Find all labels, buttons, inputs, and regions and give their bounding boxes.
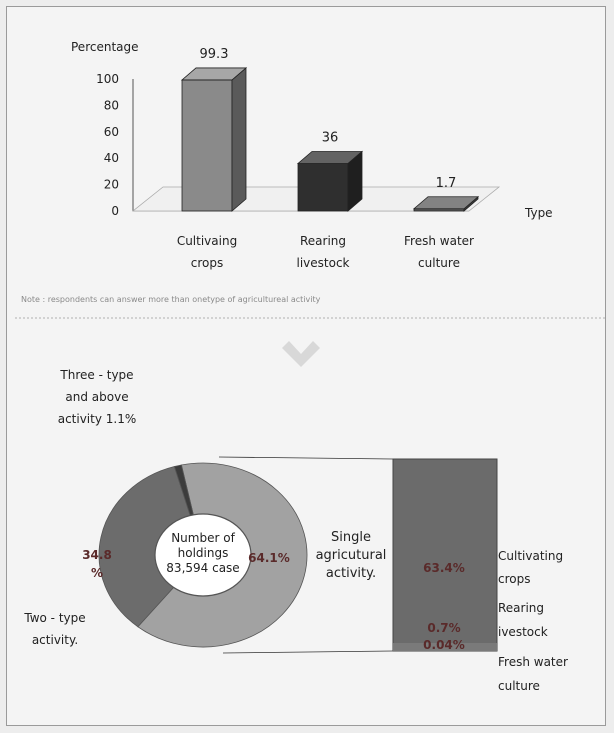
bar-top xyxy=(412,196,480,210)
y-tick-label: 0 xyxy=(111,204,119,218)
bar-front xyxy=(297,163,349,212)
bar-value-label: 99.3 xyxy=(200,47,229,62)
two-type-label-line2: activity. xyxy=(32,633,78,647)
single-label-line3: activity. xyxy=(326,566,376,581)
y-tick-label: 100 xyxy=(96,72,119,86)
breakdown-label-crops-line1: Cultivating xyxy=(498,549,563,563)
donut-center-line2: holdings xyxy=(178,546,229,560)
donut-center-line1: Number of xyxy=(171,531,235,545)
bar-value-label: 1.7 xyxy=(436,176,457,191)
breakdown-bar: 63.4% 0.7% 0.04% xyxy=(392,458,498,652)
category-label: culture xyxy=(418,256,460,270)
y-tick-label: 40 xyxy=(104,151,119,165)
donut-chart: Number of holdings 83,594 case 34.8 % 64… xyxy=(82,462,308,648)
category-label: Rearing xyxy=(300,234,346,248)
category-label: Fresh water xyxy=(404,234,474,248)
breakdown-thin-segment xyxy=(393,643,497,651)
single-label-line1: Single xyxy=(331,530,371,545)
breakdown-label-livestock-line1: Rearing xyxy=(498,601,544,615)
y-tick-label: 60 xyxy=(104,125,119,139)
bar-top xyxy=(296,151,364,164)
two-type-value-line1: 34.8 xyxy=(82,548,112,562)
two-type-label-line1: Two - type xyxy=(23,611,85,625)
bar-chart: Percentage 0 20 40 60 80 100 99.3 Cultivaing cr… xyxy=(71,40,553,270)
bar xyxy=(412,195,480,212)
down-arrow-icon xyxy=(282,341,320,367)
category-label: livestock xyxy=(297,256,350,270)
bar xyxy=(180,67,248,212)
three-type-label-line1: Three - type xyxy=(59,368,133,382)
breakdown-box xyxy=(392,458,498,652)
y-ticks: 0 20 40 60 80 100 xyxy=(96,72,119,218)
y-tick-label: 20 xyxy=(104,178,119,192)
y-tick-label: 80 xyxy=(104,98,119,112)
single-value: 64.1% xyxy=(248,551,290,565)
connector-top xyxy=(218,456,394,460)
bars: 99.3 Cultivaing crops 36 Rearing livestock 1.7… xyxy=(177,47,480,270)
connector-bottom xyxy=(222,650,394,654)
bar-front xyxy=(181,79,233,212)
three-type-label-line2: and above xyxy=(65,390,128,404)
y-axis-label: Percentage xyxy=(71,40,139,54)
figure-frame: Percentage 0 20 40 60 80 100 99.3 Cultivaing cr… xyxy=(6,6,607,726)
bar xyxy=(296,150,364,212)
breakdown-value-fresh: 0.04% xyxy=(423,638,465,652)
bar-side xyxy=(231,67,247,212)
bar-top xyxy=(180,67,248,81)
breakdown-value-livestock: 0.7% xyxy=(427,621,460,635)
breakdown-value-crops: 63.4% xyxy=(423,561,465,575)
bar-value-label: 36 xyxy=(322,130,339,145)
x-axis-label: Type xyxy=(524,206,553,220)
two-type-value-line2: % xyxy=(91,566,103,580)
breakdown-label-crops-line2: crops xyxy=(498,572,530,586)
donut-center-line3: 83,594 case xyxy=(166,561,239,575)
breakdown-label-fresh-line1: Fresh water xyxy=(498,655,568,669)
breakdown-label-livestock-line2: ivestock xyxy=(498,625,548,639)
three-type-label-line3: activity 1.1% xyxy=(58,412,137,426)
category-label: crops xyxy=(191,256,223,270)
category-label: Cultivaing xyxy=(177,234,237,248)
donut-slice-two-type xyxy=(98,466,204,628)
breakdown-label-fresh-line2: culture xyxy=(498,679,540,693)
figure-canvas: Percentage 0 20 40 60 80 100 99.3 Cultivaing cr… xyxy=(15,40,607,693)
single-label-line2: agricutural xyxy=(316,548,387,563)
note-text: Note : respondents can answer more than … xyxy=(21,295,321,304)
donut-center xyxy=(154,513,252,597)
